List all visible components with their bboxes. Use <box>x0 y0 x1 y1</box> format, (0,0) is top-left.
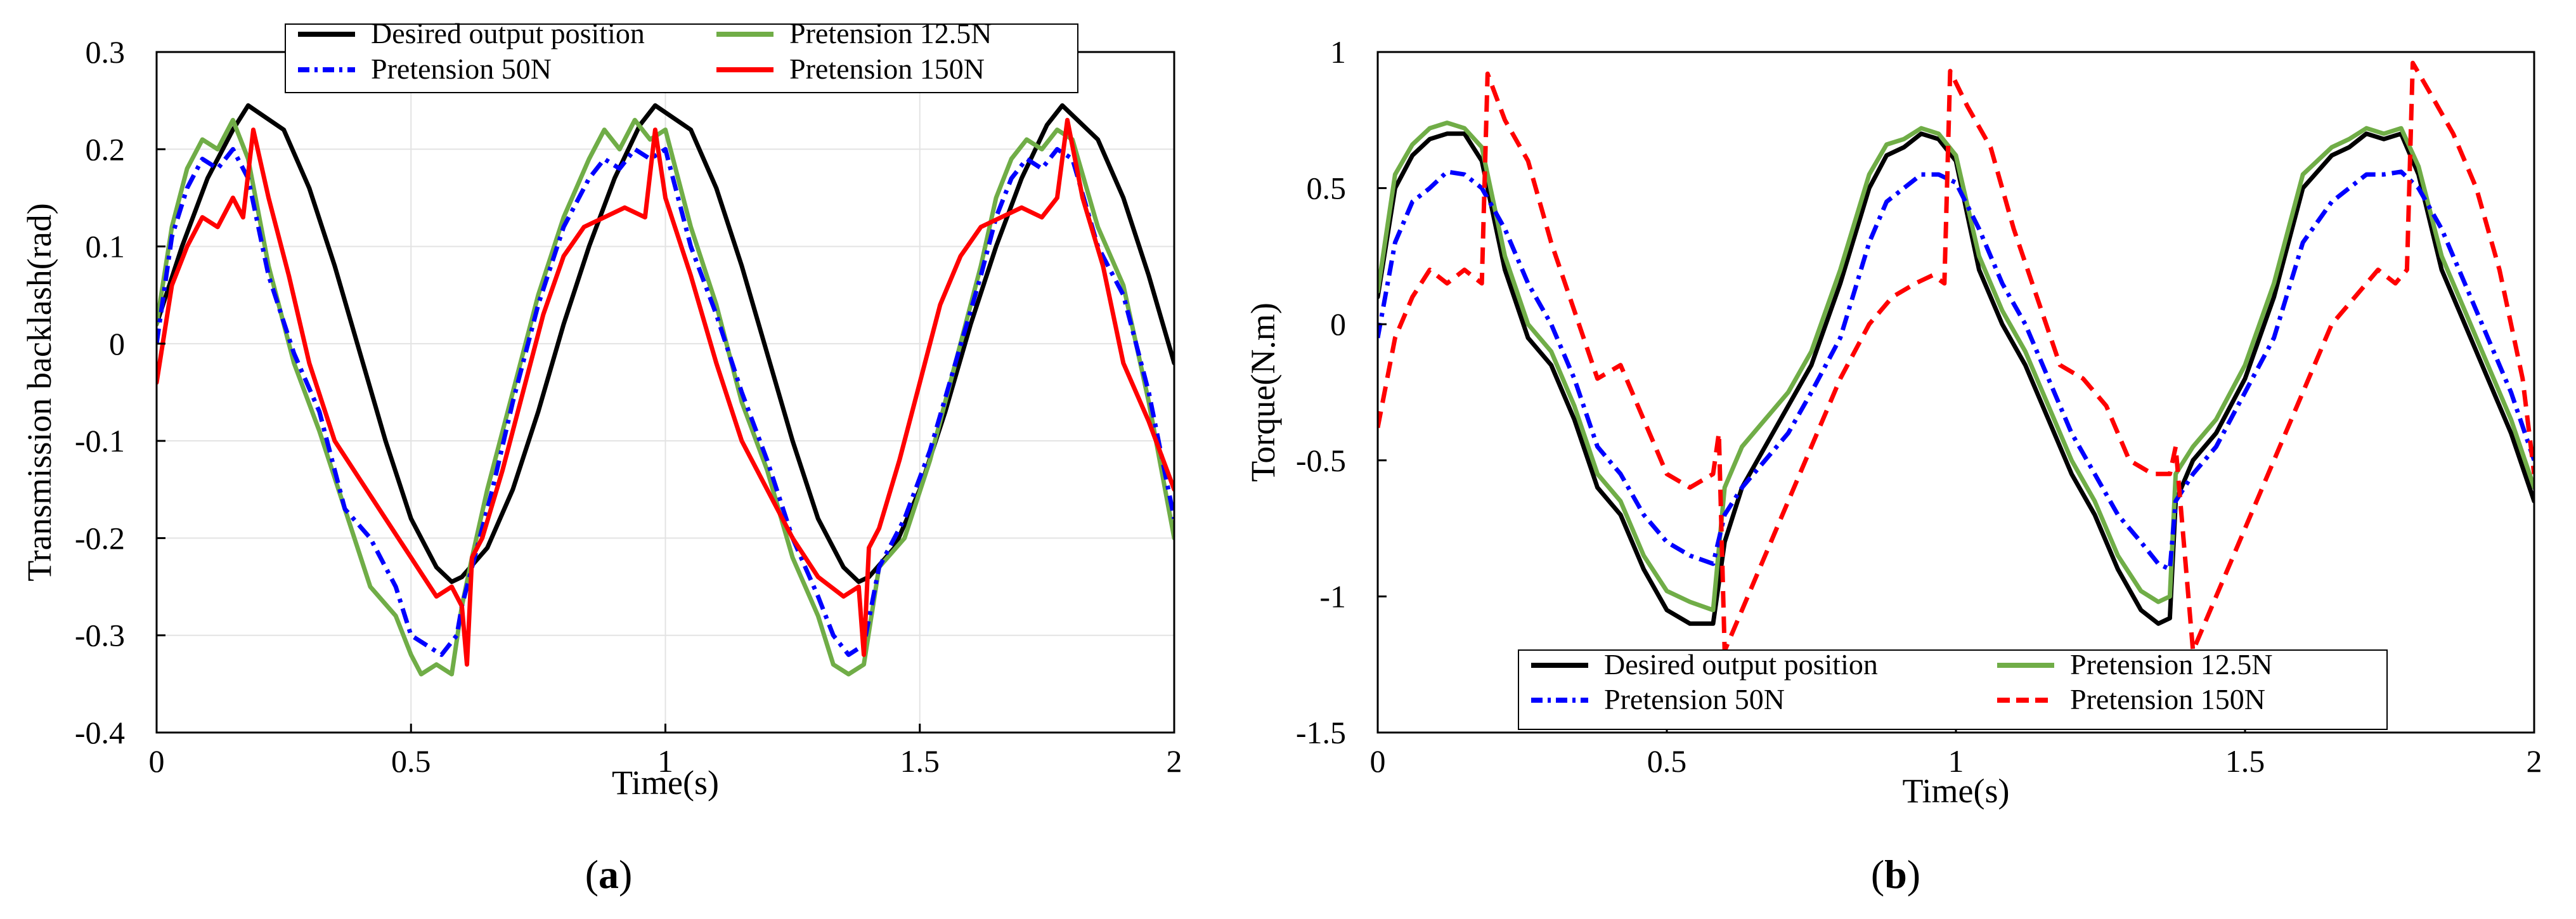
series-line-a-3 <box>157 117 1174 667</box>
y-tick-label: -1.5 <box>1296 715 1346 750</box>
legend-label-a-0: Desired output position <box>371 17 645 49</box>
x-tick-label: 1 <box>1948 743 1964 779</box>
y-tick-label: 0 <box>109 326 125 362</box>
series-line-a-0 <box>157 103 1174 584</box>
y-tick-label: 0.5 <box>1307 171 1347 206</box>
legend-label-b-2: Pretension 50N <box>1604 683 1785 715</box>
legend-box <box>1518 649 2388 730</box>
y-axis-label: Torque(N.m) <box>1244 303 1282 482</box>
legend-box <box>285 23 1078 93</box>
x-tick-label: 2 <box>1167 743 1182 779</box>
panel-b-letter: b <box>1884 852 1907 897</box>
series-line-b-0 <box>1378 131 2534 626</box>
legend-label-b-3: Pretension 150N <box>2070 683 2265 715</box>
y-axis-label: Transmission backlash(rad) <box>20 203 58 581</box>
x-tick-label: 0.5 <box>1647 743 1687 779</box>
series-line-b-2 <box>1378 169 2534 571</box>
x-tick-label: 0.5 <box>391 743 431 779</box>
legend-label-b-0: Desired output position <box>1604 648 1878 681</box>
x-tick-label: 1 <box>657 743 673 779</box>
panel-b-chart: 0 0.5 1 1.5 2 1 0.5 0 -0.5 -1 -1.5 Time(s) Torque(N.… <box>1244 34 2542 810</box>
x-tick-label: 0 <box>1370 743 1386 779</box>
series-line-b-1 <box>1378 121 2534 613</box>
y-tick-label: 0.1 <box>86 229 126 264</box>
panel-a-letter: a <box>599 852 619 897</box>
panel-a-label: (a) <box>585 852 633 897</box>
y-tick-label: 1 <box>1330 34 1346 70</box>
x-tick-label: 1.5 <box>2225 743 2265 779</box>
series-group <box>157 103 1174 677</box>
legend-label-a-3: Pretension 150N <box>789 53 985 85</box>
y-tick-label: -0.2 <box>75 520 125 556</box>
y-tick-label: 0.2 <box>86 131 126 167</box>
series-group <box>1378 60 2534 653</box>
legend-label-a-2: Pretension 50N <box>371 53 552 85</box>
y-tick-label: 0.3 <box>86 34 126 70</box>
y-tick-label: -0.5 <box>1296 443 1346 478</box>
series-line-b-3 <box>1378 60 2534 653</box>
panel-a-chart: 0 0.5 1 1.5 2 0.3 0.2 0.1 0 -0.1 -0.2 -0.3 -0.4 Time(… <box>20 17 1182 802</box>
legend-label-a-1: Pretension 12.5N <box>789 17 992 49</box>
y-tick-label: -0.1 <box>75 423 125 459</box>
x-tick-label: 0 <box>149 743 165 779</box>
panel-b-label: (b) <box>1871 852 1920 897</box>
y-tick-label: 0 <box>1330 306 1346 342</box>
y-tick-label: -0.4 <box>75 715 125 750</box>
x-tick-label: 2 <box>2527 743 2542 779</box>
series-line-a-1 <box>157 117 1174 677</box>
y-tick-label: -1 <box>1319 578 1346 614</box>
series-line-a-2 <box>157 147 1174 657</box>
x-tick-label: 1.5 <box>900 743 940 779</box>
legend-label-b-1: Pretension 12.5N <box>2070 648 2272 681</box>
x-axis-label: Time(s) <box>612 764 719 802</box>
x-axis-label: Time(s) <box>1902 772 2009 810</box>
y-tick-label: -0.3 <box>75 618 125 653</box>
